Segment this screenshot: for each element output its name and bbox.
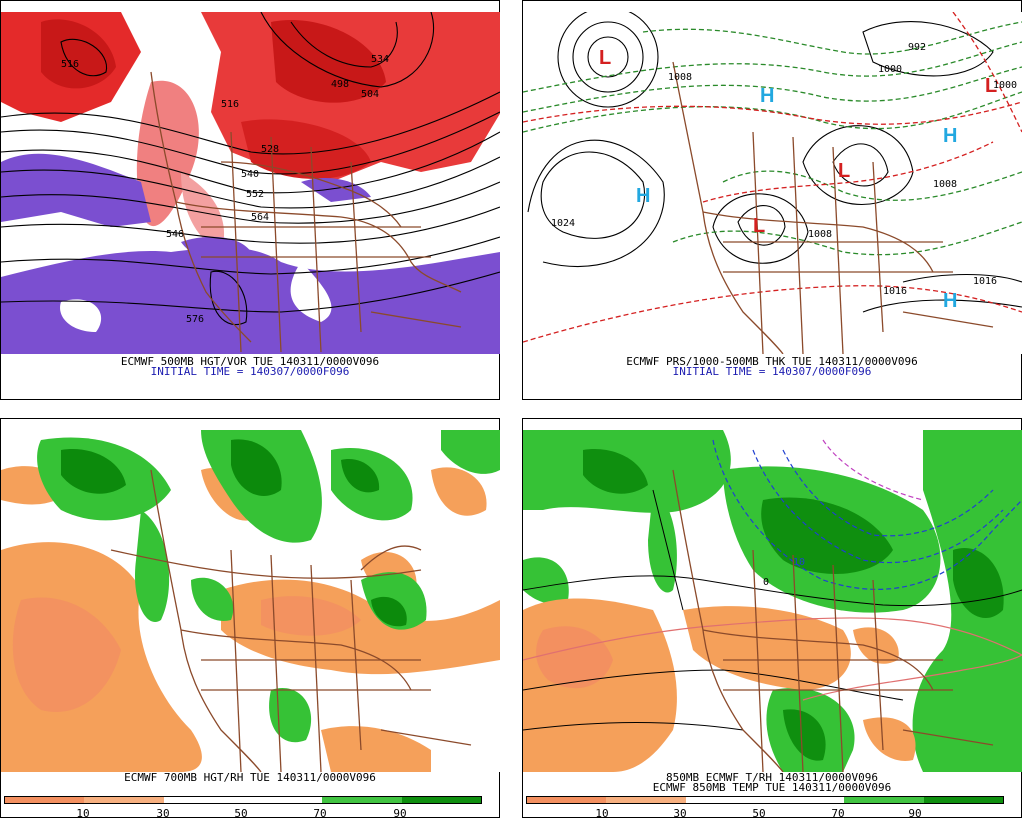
isotherm-label: 10 [793, 557, 805, 568]
colorbar-swatch [527, 797, 607, 803]
isobar-label: 1000 [878, 64, 902, 75]
contour-label: 552 [246, 189, 264, 200]
caption-title: ECMWF PRS/1000-500MB THK TUE 140311/0000… [626, 355, 918, 368]
isobar-label: 1016 [973, 276, 997, 287]
isobar-label: 1024 [551, 218, 575, 229]
colorbar-swatch [322, 797, 402, 803]
isobar-label: 1008 [808, 229, 832, 240]
panel-surface-pressure-thickness: L L L L H H H H 1024 1016 1016 1008 1008… [522, 0, 1022, 400]
colorbar-rh-right [526, 796, 1004, 804]
high-pressure-label: H [636, 185, 650, 207]
colorbar-swatch [685, 797, 765, 803]
colorbar-swatch [242, 797, 323, 803]
contour-label: 534 [371, 54, 389, 65]
colorbar-tick-label: 10 [595, 807, 609, 820]
colorbar-swatch [84, 797, 164, 803]
colorbar-swatch [5, 797, 85, 803]
contour-label: 564 [251, 212, 269, 223]
contour-label: 540 [241, 169, 259, 180]
caption-title: ECMWF 500MB HGT/VOR TUE 140311/0000V096 [120, 355, 380, 368]
caption-subtitle: ECMWF 850MB TEMP TUE 140311/0000V096 [652, 781, 892, 794]
low-pressure-label: L [985, 75, 997, 97]
colorbar-tick-label: 30 [673, 807, 687, 820]
contour-label: 516 [61, 59, 79, 70]
map-prs-thk: L L L L H H H H 1024 1016 1016 1008 1008… [523, 12, 1022, 354]
panel-850mb-temp-rh: 0 10 850MB ECMWF T/RH 140311/0000V096 EC… [522, 418, 1022, 820]
colorbar-tick-label: 90 [393, 807, 407, 820]
caption-initial-time: INITIAL TIME = 140307/0000F096 [150, 365, 350, 378]
contour-label: 504 [361, 89, 379, 100]
colorbar-tick-label: 30 [156, 807, 170, 820]
isobar-label: 1008 [668, 72, 692, 83]
colorbar-rh-left [4, 796, 482, 804]
panel-500mb-vorticity: 516 498 504 528 540 552 564 546 576 534 … [0, 0, 500, 400]
colorbar-tick-label: 10 [76, 807, 90, 820]
high-pressure-label: H [760, 85, 774, 107]
map-500mb-hgt-vor: 516 498 504 528 540 552 564 546 576 534 … [1, 12, 500, 354]
isobar-label: 992 [908, 42, 926, 53]
map-700mb-hgt-rh [1, 430, 500, 772]
caption-title: ECMWF 700MB HGT/RH TUE 140311/0000V096 [124, 771, 376, 784]
colorbar-swatch [401, 797, 481, 803]
isobar-label: 1016 [883, 286, 907, 297]
colorbar-tick-label: 70 [831, 807, 845, 820]
isobar-label: 1000 [993, 80, 1017, 91]
colorbar-tick-label: 70 [313, 807, 327, 820]
panel-700mb-rh: ECMWF 700MB HGT/RH TUE 140311/0000V096 1… [0, 418, 500, 820]
high-pressure-label: H [943, 290, 957, 312]
low-pressure-label: L [753, 215, 765, 237]
high-pressure-label: H [943, 125, 957, 147]
caption-initial-time: INITIAL TIME = 140307/0000F096 [672, 365, 872, 378]
contour-label: 516 [221, 99, 239, 110]
low-pressure-label: L [838, 160, 850, 182]
colorbar-swatch [163, 797, 243, 803]
colorbar-swatch [923, 797, 1003, 803]
caption-title: 850MB ECMWF T/RH 140311/0000V096 [666, 771, 878, 784]
low-pressure-label: L [599, 47, 611, 69]
contour-label: 576 [186, 314, 204, 325]
isobar-label: 1008 [933, 179, 957, 190]
colorbar-swatch [606, 797, 686, 803]
contour-label: 528 [261, 144, 279, 155]
contour-label: 498 [331, 79, 349, 90]
colorbar-swatch [844, 797, 924, 803]
colorbar-tick-label: 90 [908, 807, 922, 820]
map-850mb-t-rh: 0 10 [523, 430, 1022, 772]
isotherm-label: 0 [763, 577, 769, 588]
contour-label: 546 [166, 229, 184, 240]
colorbar-tick-label: 50 [752, 807, 766, 820]
colorbar-tick-label: 50 [234, 807, 248, 820]
colorbar-swatch [764, 797, 845, 803]
